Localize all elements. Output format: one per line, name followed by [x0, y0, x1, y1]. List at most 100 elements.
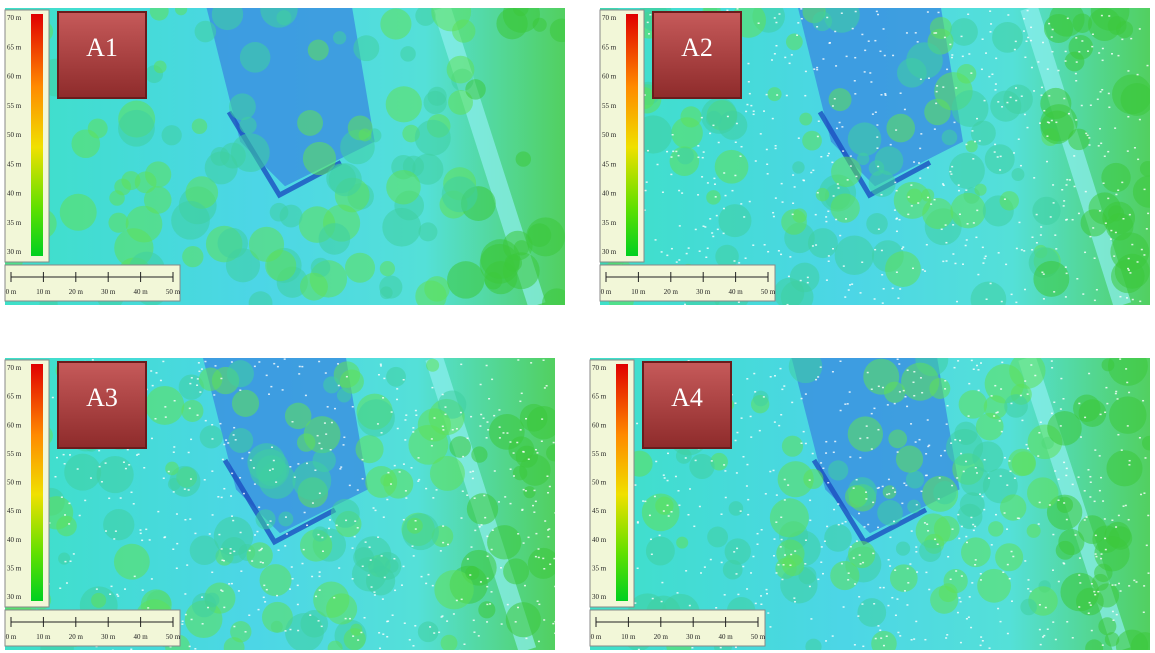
gap [766, 589, 768, 591]
gap [812, 453, 814, 455]
tree [1020, 599, 1037, 616]
gap [969, 596, 971, 598]
tree [181, 400, 203, 422]
gap [784, 499, 786, 501]
gap [473, 631, 475, 633]
tree [400, 46, 416, 62]
gap [707, 182, 709, 184]
gap [850, 155, 852, 157]
tree [386, 170, 420, 204]
gap [634, 484, 636, 486]
gap [77, 468, 79, 470]
gap [824, 541, 826, 543]
gap [852, 28, 854, 30]
gap [1089, 496, 1091, 498]
tree [190, 536, 219, 565]
scale-tick-label: 0 m [591, 633, 602, 641]
gap [735, 440, 737, 442]
gap [460, 364, 462, 366]
gap [723, 172, 725, 174]
gap [697, 145, 699, 147]
tree [950, 18, 978, 46]
tree [1102, 359, 1115, 372]
gap [1088, 612, 1090, 614]
gap [881, 194, 883, 196]
gap [715, 607, 717, 609]
gap [386, 636, 388, 638]
gap [1066, 179, 1068, 181]
gap [888, 559, 890, 561]
gap [1110, 238, 1112, 240]
gap [258, 361, 260, 363]
gap [491, 379, 493, 381]
gap [1131, 244, 1133, 246]
gap [1118, 515, 1120, 517]
gap [460, 412, 462, 414]
tree [1058, 529, 1084, 555]
tree [516, 151, 531, 166]
gap [957, 612, 959, 614]
gap [745, 257, 747, 259]
gap [671, 156, 673, 158]
legend-tick-label: 55 m [602, 102, 617, 110]
gap [1081, 105, 1083, 107]
tree [331, 499, 360, 528]
gap [1095, 556, 1097, 558]
gap [232, 520, 234, 522]
gap [1072, 637, 1074, 639]
gap [845, 218, 847, 220]
gap [899, 219, 901, 221]
gap [844, 403, 846, 405]
gap [52, 397, 54, 399]
gap [369, 546, 371, 548]
panel: 70 m65 m60 m55 m50 m45 m40 m35 m30 m0 m1… [584, 343, 1155, 653]
gap [1043, 298, 1045, 300]
gap [1087, 50, 1089, 52]
gap [738, 301, 740, 303]
legend-tick-label: 60 m [592, 421, 607, 429]
gap [767, 251, 769, 253]
gap [1139, 119, 1141, 121]
scale-tick-label: 30 m [696, 288, 711, 296]
gap [275, 481, 277, 483]
gap [826, 279, 828, 281]
gap [1047, 628, 1049, 630]
gap [912, 268, 914, 270]
gap [700, 572, 702, 574]
gap [833, 509, 835, 511]
gap [415, 528, 417, 530]
gap [955, 570, 957, 572]
gap [1081, 40, 1083, 42]
gap [883, 288, 885, 290]
gap [1128, 392, 1130, 394]
gap [403, 379, 405, 381]
gap [870, 81, 872, 83]
gap [874, 40, 876, 42]
tree [869, 170, 896, 197]
gap [944, 37, 946, 39]
scale-tick-label: 0 m [6, 288, 17, 296]
gap [833, 195, 835, 197]
gap [360, 632, 362, 634]
tree [467, 493, 498, 524]
gap [1053, 402, 1055, 404]
tree [676, 537, 688, 549]
gap [487, 556, 489, 558]
gap [882, 387, 884, 389]
panel: 70 m65 m60 m55 m50 m45 m40 m35 m30 m0 m1… [0, 0, 573, 318]
gap [384, 577, 386, 579]
gap [977, 274, 979, 276]
tree [768, 87, 782, 101]
gap [776, 94, 778, 96]
scale-box [5, 610, 180, 646]
gap [84, 500, 86, 502]
gap [800, 443, 802, 445]
gap [820, 462, 822, 464]
gap [875, 638, 877, 640]
gap [380, 365, 382, 367]
gap [378, 632, 380, 634]
gap [789, 564, 791, 566]
gap [1114, 584, 1116, 586]
gap [258, 550, 260, 552]
gap [966, 618, 968, 620]
